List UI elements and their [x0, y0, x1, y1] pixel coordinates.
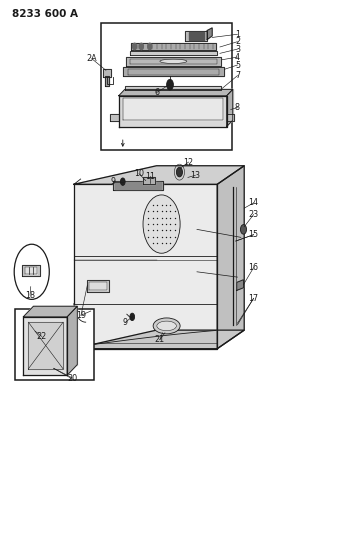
Text: 10: 10 — [134, 169, 144, 178]
Text: 19: 19 — [76, 311, 86, 320]
Ellipse shape — [157, 321, 176, 330]
Text: 23: 23 — [249, 210, 259, 219]
Text: 17: 17 — [249, 294, 259, 303]
Polygon shape — [115, 182, 161, 189]
Circle shape — [133, 43, 137, 50]
Polygon shape — [126, 57, 221, 66]
Text: 9: 9 — [110, 177, 115, 186]
Polygon shape — [74, 330, 244, 349]
Polygon shape — [22, 265, 40, 276]
Polygon shape — [67, 306, 77, 375]
Text: 16: 16 — [249, 263, 259, 272]
Text: 8233 600 A: 8233 600 A — [12, 10, 78, 19]
Polygon shape — [217, 166, 244, 349]
Polygon shape — [185, 30, 207, 41]
Text: 14: 14 — [249, 198, 259, 207]
Bar — [15, 309, 94, 381]
Polygon shape — [103, 69, 111, 77]
Polygon shape — [33, 306, 77, 365]
Polygon shape — [189, 32, 204, 40]
Polygon shape — [110, 114, 119, 121]
Text: 8: 8 — [235, 103, 240, 112]
Circle shape — [176, 167, 183, 177]
Text: 1: 1 — [235, 30, 240, 39]
Text: 18: 18 — [25, 290, 35, 300]
Polygon shape — [143, 177, 155, 184]
Polygon shape — [89, 282, 107, 290]
Polygon shape — [237, 280, 243, 290]
Text: 2A: 2A — [86, 54, 97, 63]
Polygon shape — [123, 98, 223, 120]
Polygon shape — [123, 67, 224, 76]
Polygon shape — [74, 184, 217, 349]
Polygon shape — [119, 90, 233, 96]
Bar — [101, 22, 232, 150]
Text: 13: 13 — [190, 171, 200, 180]
Text: 11: 11 — [145, 172, 155, 181]
Polygon shape — [25, 267, 37, 274]
Polygon shape — [119, 96, 227, 126]
Polygon shape — [87, 280, 109, 292]
Circle shape — [148, 43, 152, 50]
Ellipse shape — [153, 318, 180, 334]
Polygon shape — [23, 317, 67, 375]
Text: 9: 9 — [123, 318, 128, 327]
Circle shape — [167, 79, 173, 90]
Text: 6: 6 — [154, 88, 159, 97]
Polygon shape — [28, 322, 63, 369]
Ellipse shape — [160, 59, 187, 63]
Circle shape — [120, 178, 125, 185]
Polygon shape — [125, 86, 221, 90]
Text: 2: 2 — [235, 37, 240, 46]
Polygon shape — [74, 166, 244, 184]
Text: 20: 20 — [67, 374, 77, 383]
Polygon shape — [105, 76, 108, 86]
Polygon shape — [125, 90, 233, 120]
Circle shape — [130, 313, 135, 320]
Circle shape — [143, 195, 180, 253]
Polygon shape — [207, 28, 212, 39]
Text: 21: 21 — [155, 335, 165, 344]
Text: 15: 15 — [249, 230, 259, 239]
Polygon shape — [227, 90, 233, 126]
Circle shape — [14, 244, 49, 300]
Text: 7: 7 — [235, 71, 240, 80]
Polygon shape — [113, 181, 163, 190]
Polygon shape — [131, 43, 216, 50]
Text: 5: 5 — [235, 61, 240, 69]
Text: 4: 4 — [235, 53, 240, 62]
Text: 3: 3 — [235, 45, 240, 54]
Circle shape — [139, 43, 143, 50]
Text: 12: 12 — [184, 158, 193, 166]
Polygon shape — [227, 114, 234, 121]
Text: 22: 22 — [37, 332, 47, 341]
Polygon shape — [23, 306, 77, 317]
Polygon shape — [130, 51, 217, 55]
Circle shape — [240, 224, 246, 234]
